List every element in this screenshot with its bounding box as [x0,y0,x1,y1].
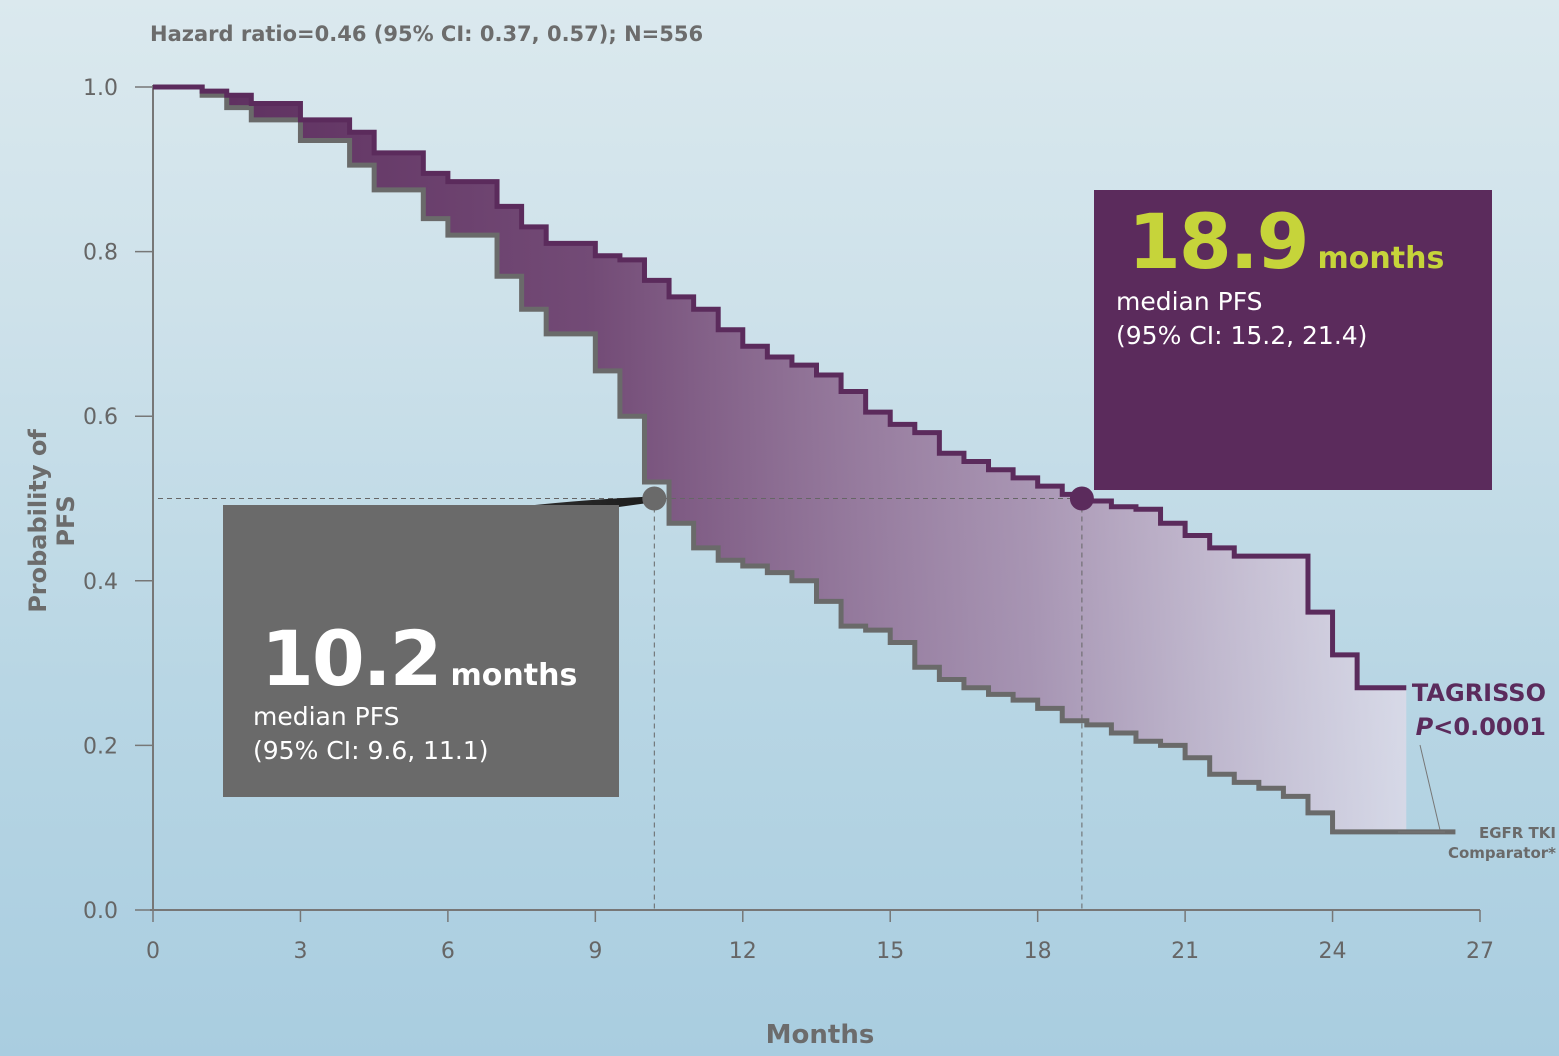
y-tick-label: 0.4 [83,570,118,595]
comparator-median-ci: (95% CI: 9.6, 11.1) [253,736,489,765]
y-tick-label: 0.0 [83,899,118,924]
y-tick-label: 1.0 [83,76,118,101]
legend-tagrisso-pvalue: P<0.0001 [1415,713,1546,741]
comparator-median-label: median PFS [253,702,400,731]
chart-subtitle: Hazard ratio=0.46 (95% CI: 0.37, 0.57); … [150,22,704,46]
x-axis-label: Months [765,1020,875,1050]
tagrisso-median-value: 18.9 [1128,197,1310,286]
tagrisso-median-label: median PFS [1116,287,1263,316]
comparator-median-marker [642,486,667,511]
legend-tagrisso-leader [1419,744,1441,831]
legend-tagrisso-name: TAGRISSO [1411,679,1546,707]
x-tick-label: 0 [146,939,160,964]
legend-comparator: EGFR TKI Comparator* [1400,823,1556,863]
x-tick-label: 24 [1319,939,1347,964]
comparator-median-unit: months [450,658,578,693]
x-tick-label: 3 [293,939,307,964]
tagrisso-median-marker [1069,486,1094,511]
series-line-tagrisso [153,84,1407,691]
comparator-median-value: 10.2 [261,614,443,703]
x-tick-label: 12 [729,939,757,964]
tagrisso-median-callout: 18.9 months median PFS (95% CI: 15.2, 21.… [1094,190,1492,490]
pfs-difference-band [153,87,1407,832]
x-tick-label: 27 [1466,939,1494,964]
legend-comparator-line1: EGFR TKI [1478,824,1556,842]
x-tick-label: 21 [1171,939,1199,964]
y-tick-label: 0.2 [83,734,118,759]
tagrisso-median-unit: months [1317,241,1445,276]
x-tick-label: 9 [588,939,602,964]
legend-tagrisso: TAGRISSO P<0.0001 [1380,676,1546,744]
y-tick-label: 0.6 [83,405,118,430]
series-line-comparator [153,84,1456,835]
comparator-median-callout: 10.2 months median PFS (95% CI: 9.6, 11.1… [223,505,619,797]
tagrisso-median-ci: (95% CI: 15.2, 21.4) [1116,321,1368,350]
x-tick-label: 6 [441,939,455,964]
y-axis-label: Probability of PFS [24,429,80,613]
x-tick-label: 18 [1024,939,1052,964]
legend-comparator-line2: Comparator* [1447,844,1556,862]
y-tick-label: 0.8 [83,241,118,266]
x-tick-label: 15 [876,939,904,964]
